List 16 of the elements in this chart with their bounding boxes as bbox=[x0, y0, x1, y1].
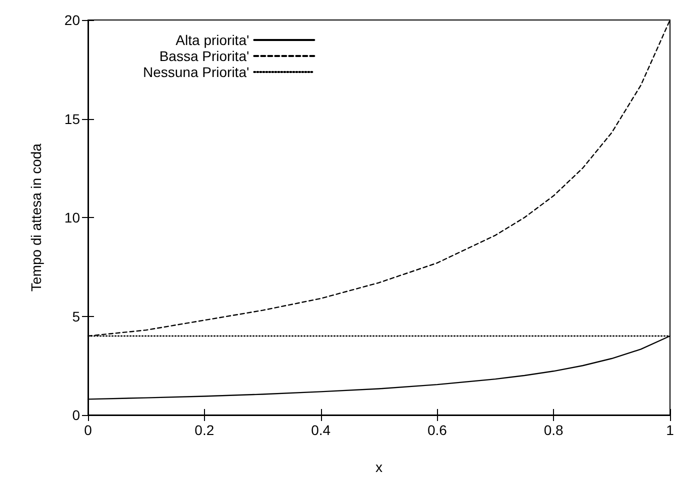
legend-label: Alta priorita' bbox=[176, 32, 250, 48]
x-axis-title: x bbox=[376, 459, 382, 475]
y-tick-label: 20 bbox=[64, 12, 80, 28]
y-tick-label: 5 bbox=[72, 308, 80, 324]
x-tick-label: 0 bbox=[84, 422, 92, 438]
legend-label: Bassa Priorita' bbox=[159, 48, 250, 64]
x-tick-label: 0.8 bbox=[544, 422, 564, 438]
legend-label: Nessuna Priorita' bbox=[142, 64, 250, 80]
x-tick-label: 0.4 bbox=[311, 422, 331, 438]
y-tick-label: 10 bbox=[64, 210, 80, 226]
y-tick-label: 0 bbox=[72, 407, 80, 423]
x-tick-label: 1 bbox=[666, 422, 674, 438]
x-tick-label: 0.2 bbox=[194, 422, 214, 438]
y-axis-title: Tempo di attesa in coda bbox=[28, 143, 44, 292]
x-tick-label: 0.6 bbox=[427, 422, 448, 438]
y-tick-label: 15 bbox=[64, 110, 80, 127]
